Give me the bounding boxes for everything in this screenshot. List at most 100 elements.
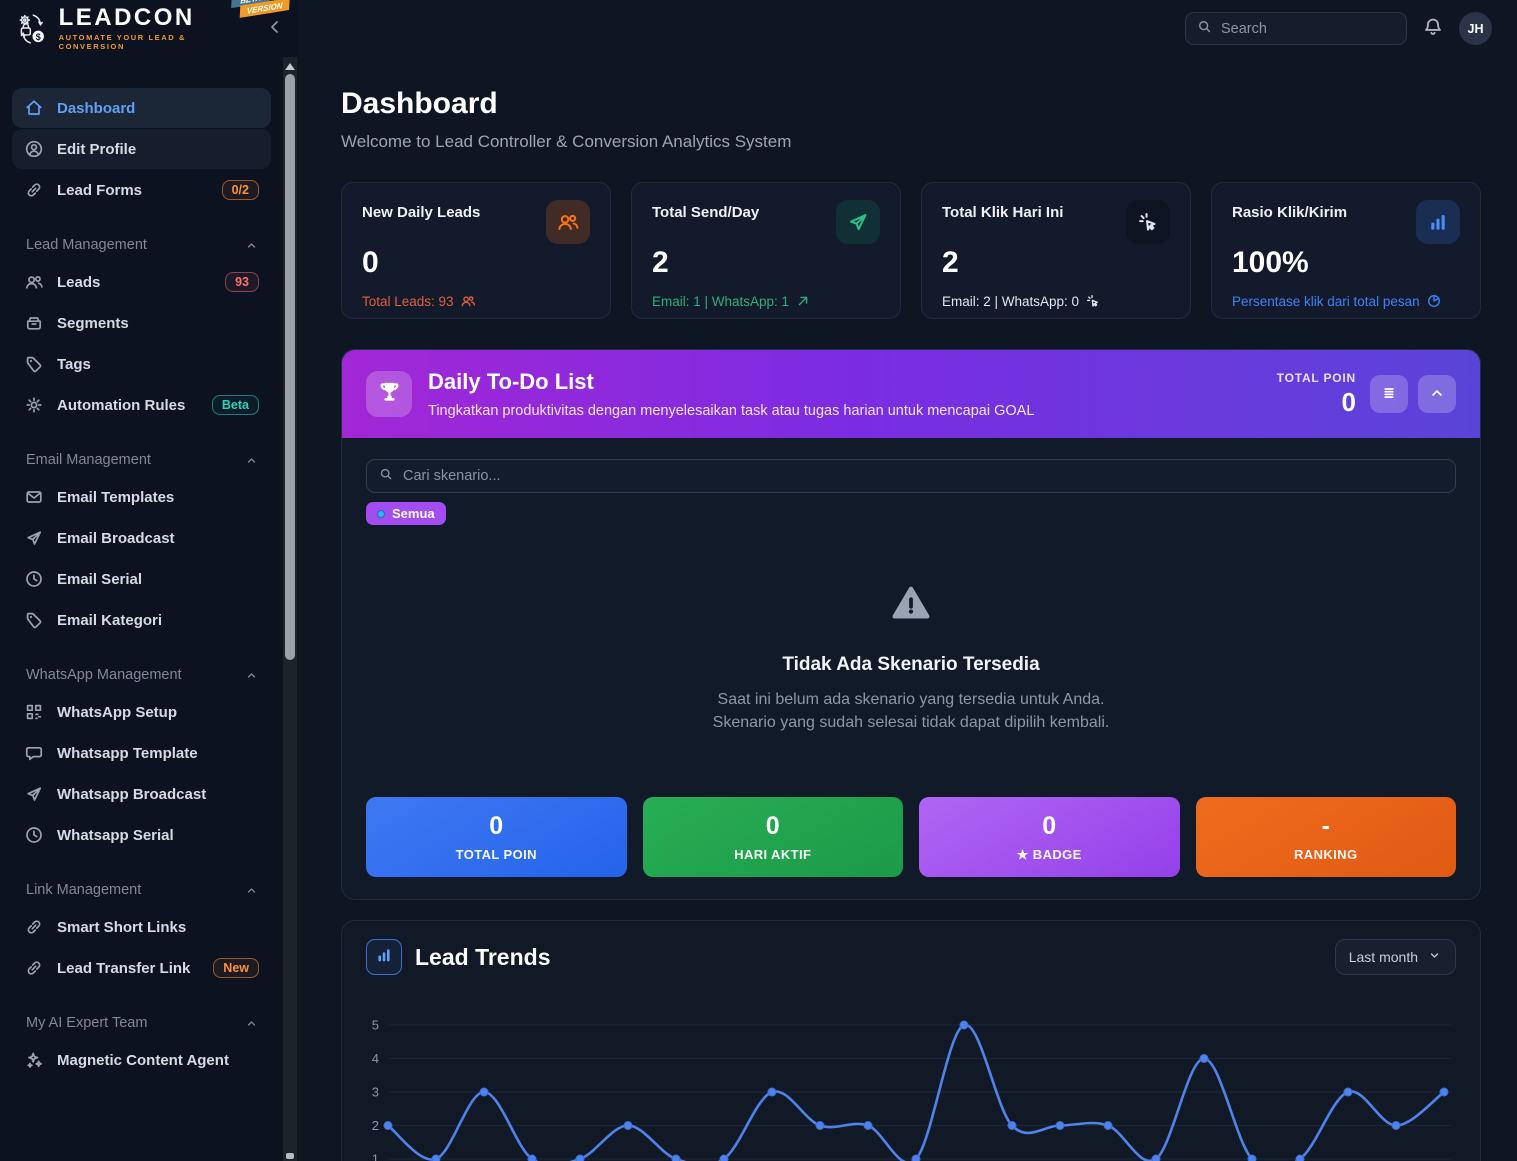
page-title: Dashboard	[341, 87, 498, 120]
main-area: JH Dashboard Welcome to Lead Controller …	[297, 0, 1517, 1161]
sidebar-item-lead-transfer-link[interactable]: Lead Transfer Link New	[12, 948, 271, 988]
sidebar-section-link-management[interactable]: Link Management	[26, 882, 259, 898]
svg-text:$: $	[36, 31, 41, 41]
send-icon	[27, 787, 42, 801]
clock-icon	[26, 827, 42, 843]
todo-stats-row: 0 TOTAL POIN 0 HARI AKTIF 0 ★ BADGE - RANKING	[366, 797, 1456, 878]
sidebar-item-tags[interactable]: Tags	[12, 344, 271, 384]
cursor-icon	[1139, 213, 1156, 231]
todo-list-button[interactable]	[1370, 375, 1408, 413]
chevron-up-icon	[1432, 389, 1442, 396]
sidebar-item-leads[interactable]: Leads 93	[12, 262, 271, 302]
sidebar-item-email-templates[interactable]: Email Templates	[12, 477, 271, 517]
send-icon	[850, 214, 867, 231]
sidebar-section-lead-management[interactable]: Lead Management	[26, 237, 259, 253]
sidebar-scrollbar[interactable]	[283, 57, 297, 1161]
stat-card-footer: Total Leads: 93	[362, 293, 590, 309]
stat-card-icon-box	[546, 200, 590, 244]
sidebar-section-whatsapp-management[interactable]: WhatsApp Management	[26, 667, 259, 683]
todo-stat-total-poin[interactable]: 0 TOTAL POIN	[366, 797, 627, 878]
scrollbar-thumb[interactable]	[285, 74, 295, 660]
box-icon	[26, 317, 42, 330]
section-title: WhatsApp Management	[26, 667, 182, 683]
stat-card-new-daily-leads: New Daily Leads 0 Total Leads: 93	[341, 182, 611, 319]
todo-collapse-button[interactable]	[1418, 375, 1456, 413]
sidebar-item-segments[interactable]: Segments	[12, 303, 271, 343]
svg-text:5: 5	[372, 1018, 379, 1033]
bar-chart-icon	[1431, 215, 1445, 230]
todo-stat-badge[interactable]: 0 ★ BADGE	[919, 797, 1180, 878]
sidebar-item-magnetic-content-agent[interactable]: Magnetic Content Agent	[12, 1040, 271, 1080]
sidebar-item-label: Edit Profile	[57, 140, 137, 158]
total-poin-label: TOTAL POIN	[1276, 370, 1356, 385]
sidebar-item-label: Email Kategori	[57, 611, 163, 629]
sidebar-item-email-broadcast[interactable]: Email Broadcast	[12, 518, 271, 558]
stat-card-total-send-day: Total Send/Day 2 Email: 1 | WhatsApp: 1	[631, 182, 901, 319]
sidebar-collapse-button[interactable]	[261, 13, 289, 44]
sidebar-item-email-serial[interactable]: Email Serial	[12, 559, 271, 599]
sidebar-item-label: Tags	[57, 355, 91, 373]
notifications-button[interactable]	[1422, 16, 1444, 41]
sidebar-item-label: Dashboard	[57, 99, 136, 117]
dot-icon	[377, 509, 385, 518]
sidebar-badge: Beta	[211, 395, 259, 415]
scenario-search-input[interactable]	[403, 468, 1444, 484]
stat-cards-row: New Daily Leads 0 Total Leads: 93 Total Sen…	[341, 182, 1481, 319]
scenario-search[interactable]	[366, 459, 1456, 493]
todo-stat-hari-aktif[interactable]: 0 HARI AKTIF	[642, 797, 903, 878]
stat-card-footer: Email: 2 | WhatsApp: 0	[942, 293, 1170, 309]
trophy-icon	[376, 378, 403, 410]
global-search[interactable]	[1185, 12, 1407, 45]
section-title: Lead Management	[26, 237, 147, 253]
scrollbar-down-arrow[interactable]	[286, 1153, 294, 1159]
stat-card-value: 100%	[1232, 246, 1309, 279]
sidebar-item-dashboard[interactable]: Dashboard	[12, 88, 271, 128]
sidebar-item-whatsapp-serial[interactable]: Whatsapp Serial	[12, 815, 271, 855]
empty-state-title: Tidak Ada Skenario Tersedia	[782, 654, 1040, 675]
stat-card-icon-box	[1416, 200, 1460, 244]
daily-todo-header: Daily To-Do List Tingkatkan produktivita…	[342, 350, 1480, 438]
menu-icon	[1384, 387, 1394, 398]
sidebar-item-label: Whatsapp Broadcast	[57, 785, 207, 803]
sidebar-item-whatsapp-setup[interactable]: WhatsApp Setup	[12, 692, 271, 732]
svg-text:3: 3	[372, 1085, 379, 1100]
sidebar-item-lead-forms[interactable]: Lead Forms 0/2	[12, 170, 271, 210]
sidebar-item-email-kategori[interactable]: Email Kategori	[12, 600, 271, 640]
stat-card-total-klik-hari-ini: Total Klik Hari Ini 2 Email: 2 | WhatsApp:…	[921, 182, 1191, 319]
stat-card-rasio-klik-kirim: Rasio Klik/Kirim 100% Persentase klik dari…	[1211, 182, 1481, 319]
todo-title: Daily To-Do List	[428, 369, 594, 394]
sidebar-section-email-management[interactable]: Email Management	[26, 452, 259, 468]
section-title: My AI Expert Team	[26, 1015, 148, 1031]
search-input[interactable]	[1221, 20, 1396, 37]
sidebar-section-my-ai-expert-team[interactable]: My AI Expert Team	[26, 1015, 259, 1031]
send-icon	[27, 531, 42, 545]
total-poin-value: 0	[1341, 386, 1356, 417]
time-range-select[interactable]: Last month	[1334, 939, 1456, 976]
sidebar-badge: 93	[225, 272, 259, 292]
search-icon	[378, 466, 394, 487]
sidebar-item-whatsapp-broadcast[interactable]: Whatsapp Broadcast	[12, 774, 271, 814]
sidebar-item-automation-rules[interactable]: Automation Rules Beta	[12, 385, 271, 425]
todo-stat-ranking[interactable]: - RANKING	[1195, 797, 1456, 878]
sidebar-item-edit-profile[interactable]: Edit Profile	[12, 129, 271, 169]
sidebar-item-smart-short-links[interactable]: Smart Short Links	[12, 907, 271, 947]
svg-text:1: 1	[372, 1152, 379, 1161]
bar-chart-icon-box	[366, 939, 402, 976]
users-icon	[461, 296, 475, 307]
sidebar-item-label: Email Serial	[57, 570, 143, 588]
app-name: LEADCON	[58, 4, 195, 31]
warning-icon	[890, 586, 932, 628]
users-icon	[25, 276, 43, 289]
tag-icon	[26, 612, 42, 629]
sidebar-item-whatsapp-template[interactable]: Whatsapp Template	[12, 733, 271, 773]
sidebar-item-label: Email Broadcast	[57, 529, 175, 547]
logo-icon: $	[19, 13, 44, 44]
scrollbar-up-arrow[interactable]	[285, 63, 295, 70]
stat-card-icon-box	[836, 200, 880, 244]
user-avatar[interactable]: JH	[1459, 12, 1492, 45]
stat-card-value: 0	[362, 246, 379, 279]
sidebar-item-label: Smart Short Links	[57, 918, 187, 936]
chevron-up-icon	[247, 1020, 256, 1026]
filter-chip-semua[interactable]: Semua	[366, 502, 446, 525]
